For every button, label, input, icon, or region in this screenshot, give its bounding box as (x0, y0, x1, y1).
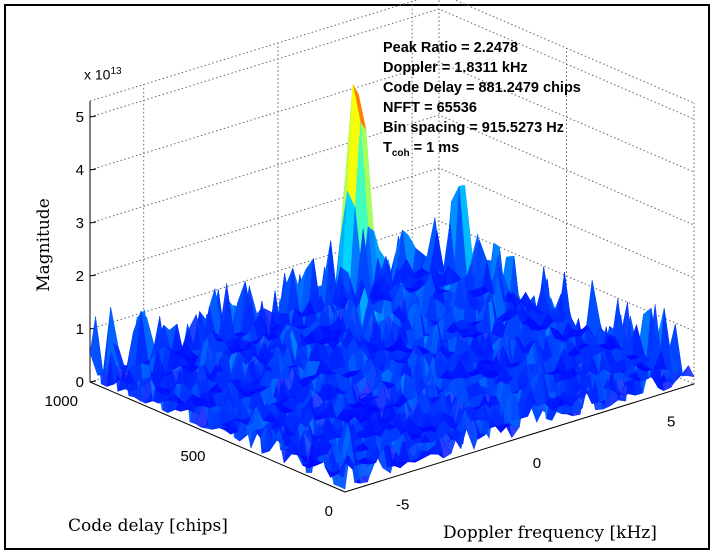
code-delay-tick-label: 1000 (45, 393, 78, 410)
z-tick-mark (89, 115, 97, 118)
z-gridline (89, 114, 695, 226)
doppler-tick-label: 5 (667, 413, 675, 430)
z-tick-mark (89, 274, 97, 277)
z-tick-label: 0 (76, 374, 84, 391)
surface-mesh (89, 83, 695, 490)
y-axis-title: Doppler frequency [kHz] (443, 523, 657, 543)
tcoh-text: Tcoh = 1 ms (383, 140, 460, 159)
peak-ratio-text: Peak Ratio = 2.2478 (383, 40, 519, 56)
bin-spacing-text: Bin spacing = 915.5273 Hz (383, 120, 564, 136)
doppler-text: Doppler = 1.8311 kHz (383, 60, 528, 76)
tick-labels: 0 1 2 3 4 5 0 500 1000 -5 0 5 (45, 109, 676, 520)
doppler-axis-line (344, 383, 695, 493)
doppler-tick-label: -5 (396, 496, 409, 513)
surface-patch (506, 424, 520, 438)
z-tick-mark (89, 168, 97, 171)
z-gridline (89, 167, 695, 279)
z-tick-label: 5 (76, 109, 84, 126)
code-delay-axis-line (89, 381, 346, 493)
z-tick-label: 4 (76, 162, 84, 179)
doppler-tick-label: 0 (533, 455, 541, 472)
z-tick-mark (89, 380, 97, 383)
nfft-text: NFFT = 65536 (383, 100, 477, 116)
z-exponent-label: x 1013 (84, 66, 122, 83)
code-delay-tick-label: 500 (180, 448, 205, 465)
z-tick-label: 3 (76, 215, 84, 232)
surface-patch (431, 230, 445, 274)
z-axis-title: Magnitude (34, 198, 54, 292)
figure-frame (4, 4, 710, 550)
z-tick-label: 2 (76, 268, 84, 285)
code-delay-tick-label: 0 (325, 503, 333, 520)
grid-lines (89, 0, 695, 493)
surface-patch (89, 316, 104, 376)
z-tick-mark (89, 221, 97, 224)
code-delay-text: Code Delay = 881.2479 chips (383, 80, 581, 96)
x-axis-title: Code delay [chips] (68, 516, 228, 536)
z-tick-label: 1 (76, 321, 84, 338)
